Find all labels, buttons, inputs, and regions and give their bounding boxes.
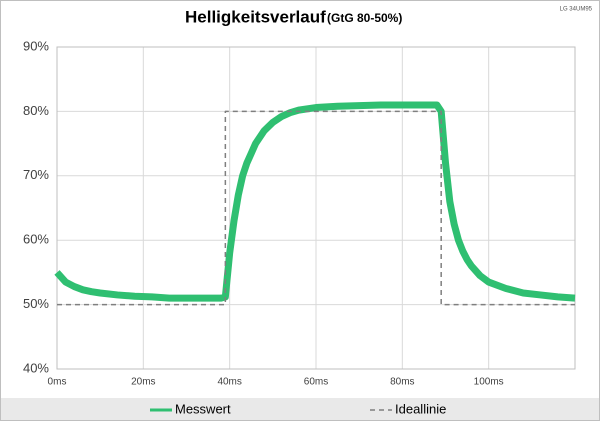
y-tick-label: 90% <box>23 38 49 53</box>
x-tick-label: 0ms <box>48 377 67 388</box>
y-tick-label: 40% <box>23 360 49 375</box>
chart-subtitle: (GtG 80-50%) <box>327 11 402 25</box>
plot-border <box>56 46 576 370</box>
legend-band <box>1 398 599 420</box>
series-line <box>54 101 576 302</box>
legend-label: Ideallinie <box>395 401 446 416</box>
y-tick-label: 50% <box>23 296 49 311</box>
x-tick-label: 60ms <box>304 377 328 388</box>
x-tick-label: 40ms <box>217 377 241 388</box>
x-tick-label: 20ms <box>131 377 155 388</box>
chart-title: Helligkeitsverlauf <box>185 7 326 26</box>
x-tick-label: 80ms <box>390 377 414 388</box>
x-tick-label: 100ms <box>474 377 504 388</box>
note: LG 34UM95 <box>560 7 593 13</box>
y-tick-label: 80% <box>23 103 49 118</box>
y-tick-label: 60% <box>23 232 49 247</box>
legend-label: Messwert <box>175 401 231 416</box>
series-line <box>57 110 575 306</box>
y-tick-label: 70% <box>23 167 49 182</box>
